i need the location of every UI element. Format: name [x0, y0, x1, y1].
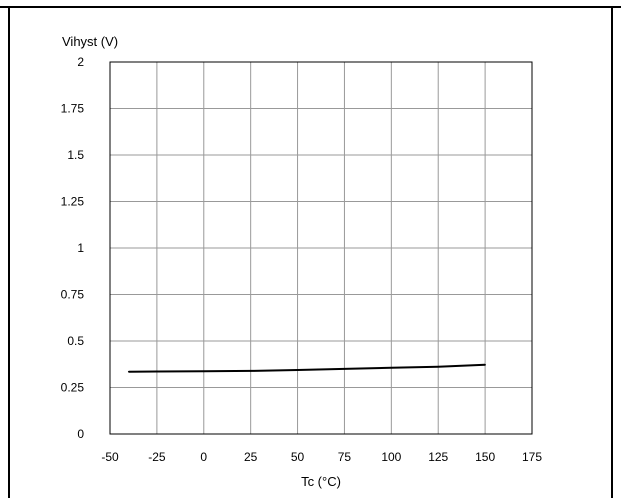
x-axis-label: Tc (°C) [301, 474, 341, 489]
grid-lines [109, 61, 533, 435]
x-tick-label: 125 [428, 450, 448, 464]
y-tick-label: 1.75 [61, 102, 85, 116]
y-axis-label: Vihyst (V) [62, 34, 118, 49]
data-point [343, 368, 346, 370]
frame-left-border [8, 6, 10, 498]
data-point [127, 370, 130, 373]
y-tick-label: 1.5 [67, 148, 84, 162]
data-point [296, 369, 299, 371]
y-tick-label: 1 [77, 241, 84, 255]
frame-top-border [0, 6, 621, 8]
frame-right-border [611, 6, 613, 498]
y-tick-label: 0.25 [61, 381, 85, 395]
x-tick-label: -25 [148, 450, 166, 464]
x-tick-label: 150 [475, 450, 495, 464]
x-tick-label: 25 [244, 450, 258, 464]
x-tick-label: 75 [338, 450, 352, 464]
data-point [249, 370, 252, 372]
x-tick-label: 0 [200, 450, 207, 464]
series-line [128, 363, 486, 373]
x-tick-label: 100 [381, 450, 401, 464]
series-group [127, 363, 486, 373]
data-point [484, 364, 486, 366]
x-tick-label: 50 [291, 450, 305, 464]
data-point [202, 370, 205, 373]
x-tick-labels: -50 -25 0 25 50 75 100 125 150 175 [101, 450, 542, 464]
y-tick-label: 2 [77, 55, 84, 69]
y-tick-labels: 0 0.25 0.5 0.75 1 1.25 1.5 1.75 2 [61, 55, 85, 441]
y-tick-label: 0.75 [61, 288, 85, 302]
x-tick-label: -50 [101, 450, 119, 464]
x-tick-label: 175 [522, 450, 542, 464]
y-tick-label: 1.25 [61, 195, 85, 209]
data-point [390, 366, 393, 369]
data-point [156, 370, 158, 373]
plot-area-border [109, 61, 533, 435]
y-tick-label: 0 [77, 427, 84, 441]
data-point [437, 365, 440, 368]
y-tick-label: 0.5 [67, 334, 84, 348]
